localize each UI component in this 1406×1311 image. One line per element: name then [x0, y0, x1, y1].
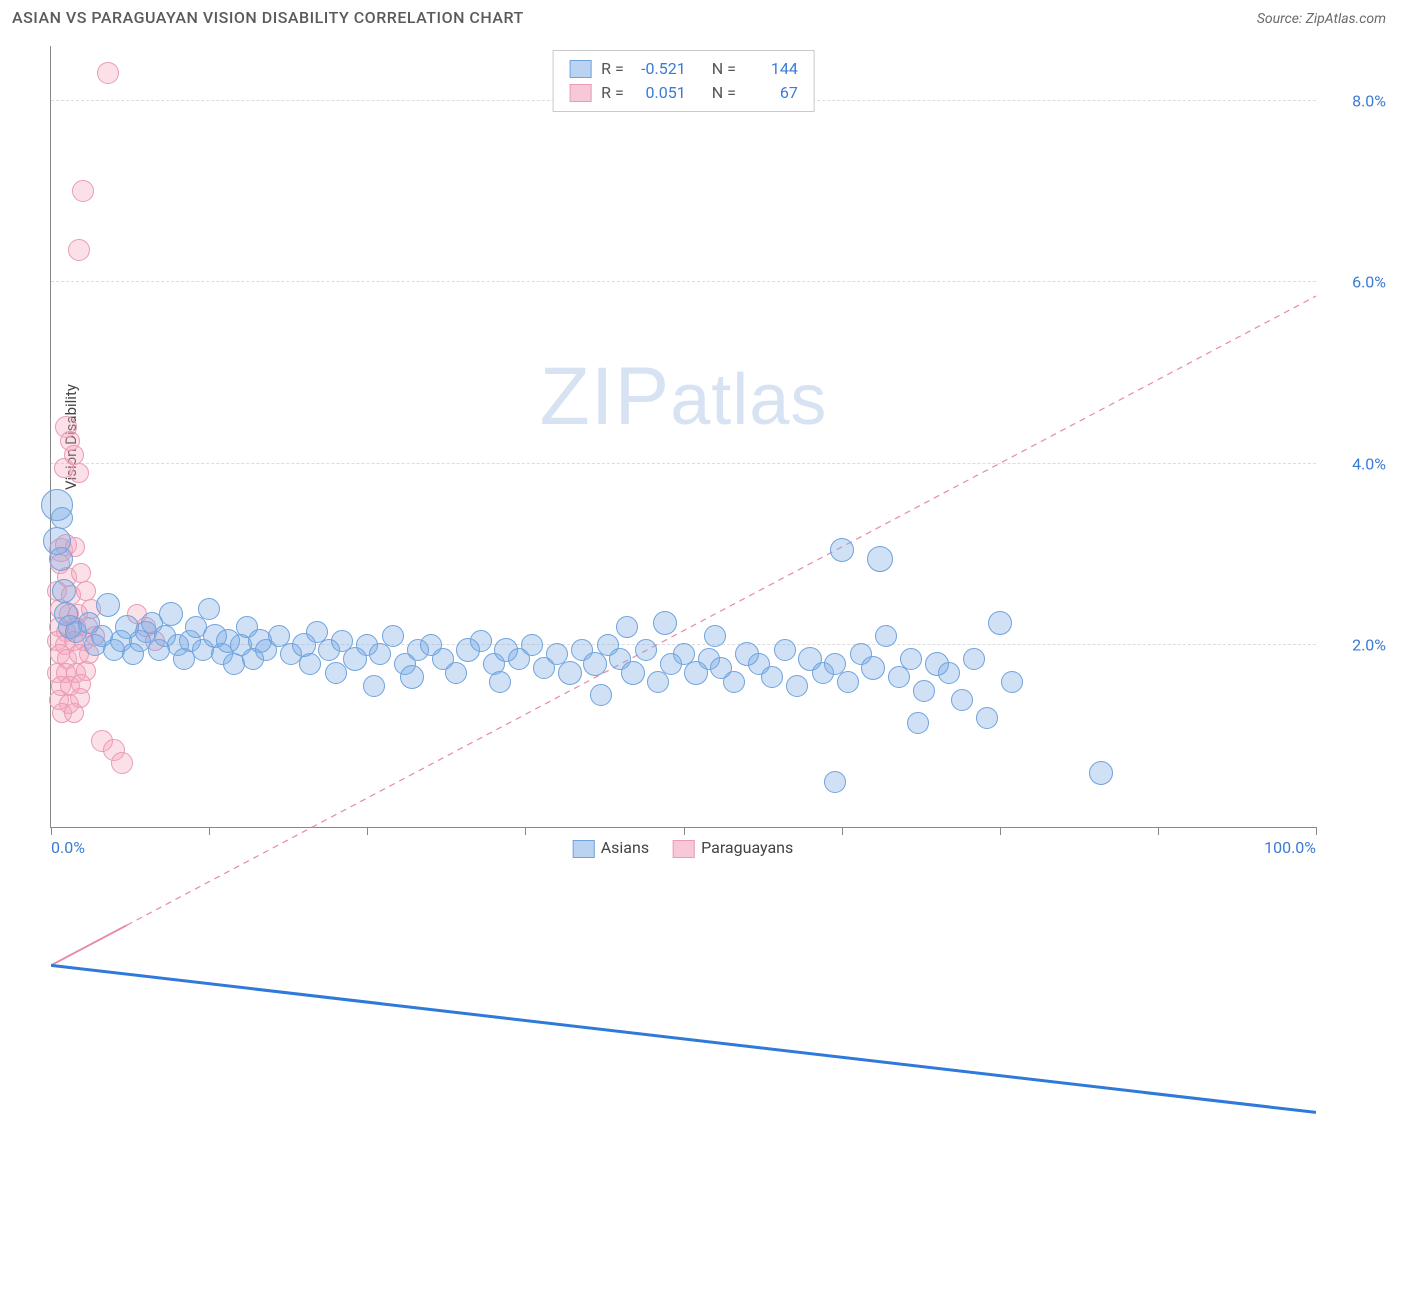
data-point-asians	[875, 625, 897, 647]
data-point-asians	[51, 507, 73, 529]
y-tick-label: 8.0%	[1326, 91, 1386, 110]
swatch-asians-icon	[573, 840, 595, 858]
y-tick-label: 2.0%	[1326, 636, 1386, 655]
swatch-paraguayans-icon	[673, 840, 695, 858]
data-point-asians	[96, 593, 120, 617]
data-point-asians	[445, 662, 467, 684]
data-point-asians	[49, 547, 73, 571]
data-point-asians	[951, 689, 973, 711]
data-point-paraguayans	[72, 180, 94, 202]
data-point-asians	[837, 671, 859, 693]
data-point-paraguayans	[69, 463, 89, 483]
data-point-asians	[1089, 761, 1113, 785]
data-point-asians	[963, 648, 985, 670]
r-value-asians: -0.521	[634, 57, 686, 81]
x-tick	[367, 827, 368, 835]
data-point-asians	[647, 671, 669, 693]
data-point-asians	[900, 648, 922, 670]
data-point-asians	[635, 639, 657, 661]
legend-item-asians: Asians	[573, 838, 649, 858]
swatch-asians	[569, 60, 591, 78]
data-point-paraguayans	[71, 563, 91, 583]
chart-header: ASIAN VS PARAGUAYAN VISION DISABILITY CO…	[0, 0, 1406, 31]
data-point-asians	[470, 630, 492, 652]
data-point-asians	[653, 611, 677, 635]
data-point-asians	[616, 616, 638, 638]
data-point-asians	[521, 634, 543, 656]
data-point-asians	[621, 661, 645, 685]
data-point-asians	[489, 671, 511, 693]
data-point-asians	[888, 666, 910, 688]
data-point-asians	[830, 538, 854, 562]
chart-title: ASIAN VS PARAGUAYAN VISION DISABILITY CO…	[12, 8, 524, 27]
data-point-asians	[52, 579, 76, 603]
y-tick-label: 6.0%	[1326, 273, 1386, 292]
r-value-paraguayans: 0.051	[634, 81, 686, 105]
legend-item-paraguayans: Paraguayans	[673, 838, 793, 858]
x-tick-label: 100.0%	[1264, 838, 1316, 857]
x-tick	[842, 827, 843, 835]
source-attribution: Source: ZipAtlas.com	[1257, 11, 1386, 27]
data-point-asians	[363, 675, 385, 697]
trend-lines	[51, 46, 1316, 1311]
data-point-asians	[723, 671, 745, 693]
data-point-asians	[867, 546, 893, 572]
data-point-asians	[1001, 671, 1023, 693]
data-point-asians	[382, 625, 404, 647]
data-point-paraguayans	[111, 752, 133, 774]
data-point-asians	[988, 611, 1012, 635]
x-tick	[1316, 827, 1317, 835]
data-point-paraguayans	[76, 581, 96, 601]
x-tick	[1000, 827, 1001, 835]
watermark-logo: ZIPatlas	[540, 350, 828, 444]
data-point-asians	[824, 771, 846, 793]
data-point-asians	[590, 684, 612, 706]
scatter-plot: ZIPatlas R = -0.521 N = 144 R = 0.051 N …	[50, 46, 1316, 828]
data-point-asians	[774, 639, 796, 661]
data-point-asians	[786, 675, 808, 697]
data-point-asians	[159, 602, 183, 626]
n-value-paraguayans: 67	[746, 81, 798, 105]
data-point-asians	[299, 653, 321, 675]
data-point-asians	[761, 666, 783, 688]
data-point-asians	[913, 680, 935, 702]
gridline	[51, 463, 1316, 464]
data-point-asians	[976, 707, 998, 729]
correlation-legend: R = -0.521 N = 144 R = 0.051 N = 67	[552, 50, 815, 112]
x-tick	[684, 827, 685, 835]
x-tick	[525, 827, 526, 835]
data-point-asians	[198, 598, 220, 620]
y-tick-label: 4.0%	[1326, 454, 1386, 473]
swatch-paraguayans	[569, 84, 591, 102]
data-point-asians	[938, 662, 960, 684]
gridline	[51, 281, 1316, 282]
data-point-asians	[704, 625, 726, 647]
data-point-asians	[400, 665, 424, 689]
data-point-asians	[369, 643, 391, 665]
plot-area: Vision Disability ZIPatlas R = -0.521 N …	[50, 46, 1316, 828]
x-tick-label: 0.0%	[51, 838, 85, 857]
legend-row-paraguayans: R = 0.051 N = 67	[569, 81, 798, 105]
n-value-asians: 144	[746, 57, 798, 81]
data-point-asians	[558, 661, 582, 685]
x-tick	[51, 827, 52, 835]
data-point-paraguayans	[68, 239, 90, 261]
legend-row-asians: R = -0.521 N = 144	[569, 57, 798, 81]
series-legend: Asians Paraguayans	[573, 838, 794, 858]
data-point-asians	[861, 656, 885, 680]
data-point-paraguayans	[97, 62, 119, 84]
data-point-paraguayans	[64, 703, 84, 723]
x-tick	[209, 827, 210, 835]
data-point-asians	[907, 712, 929, 734]
x-tick	[1158, 827, 1159, 835]
